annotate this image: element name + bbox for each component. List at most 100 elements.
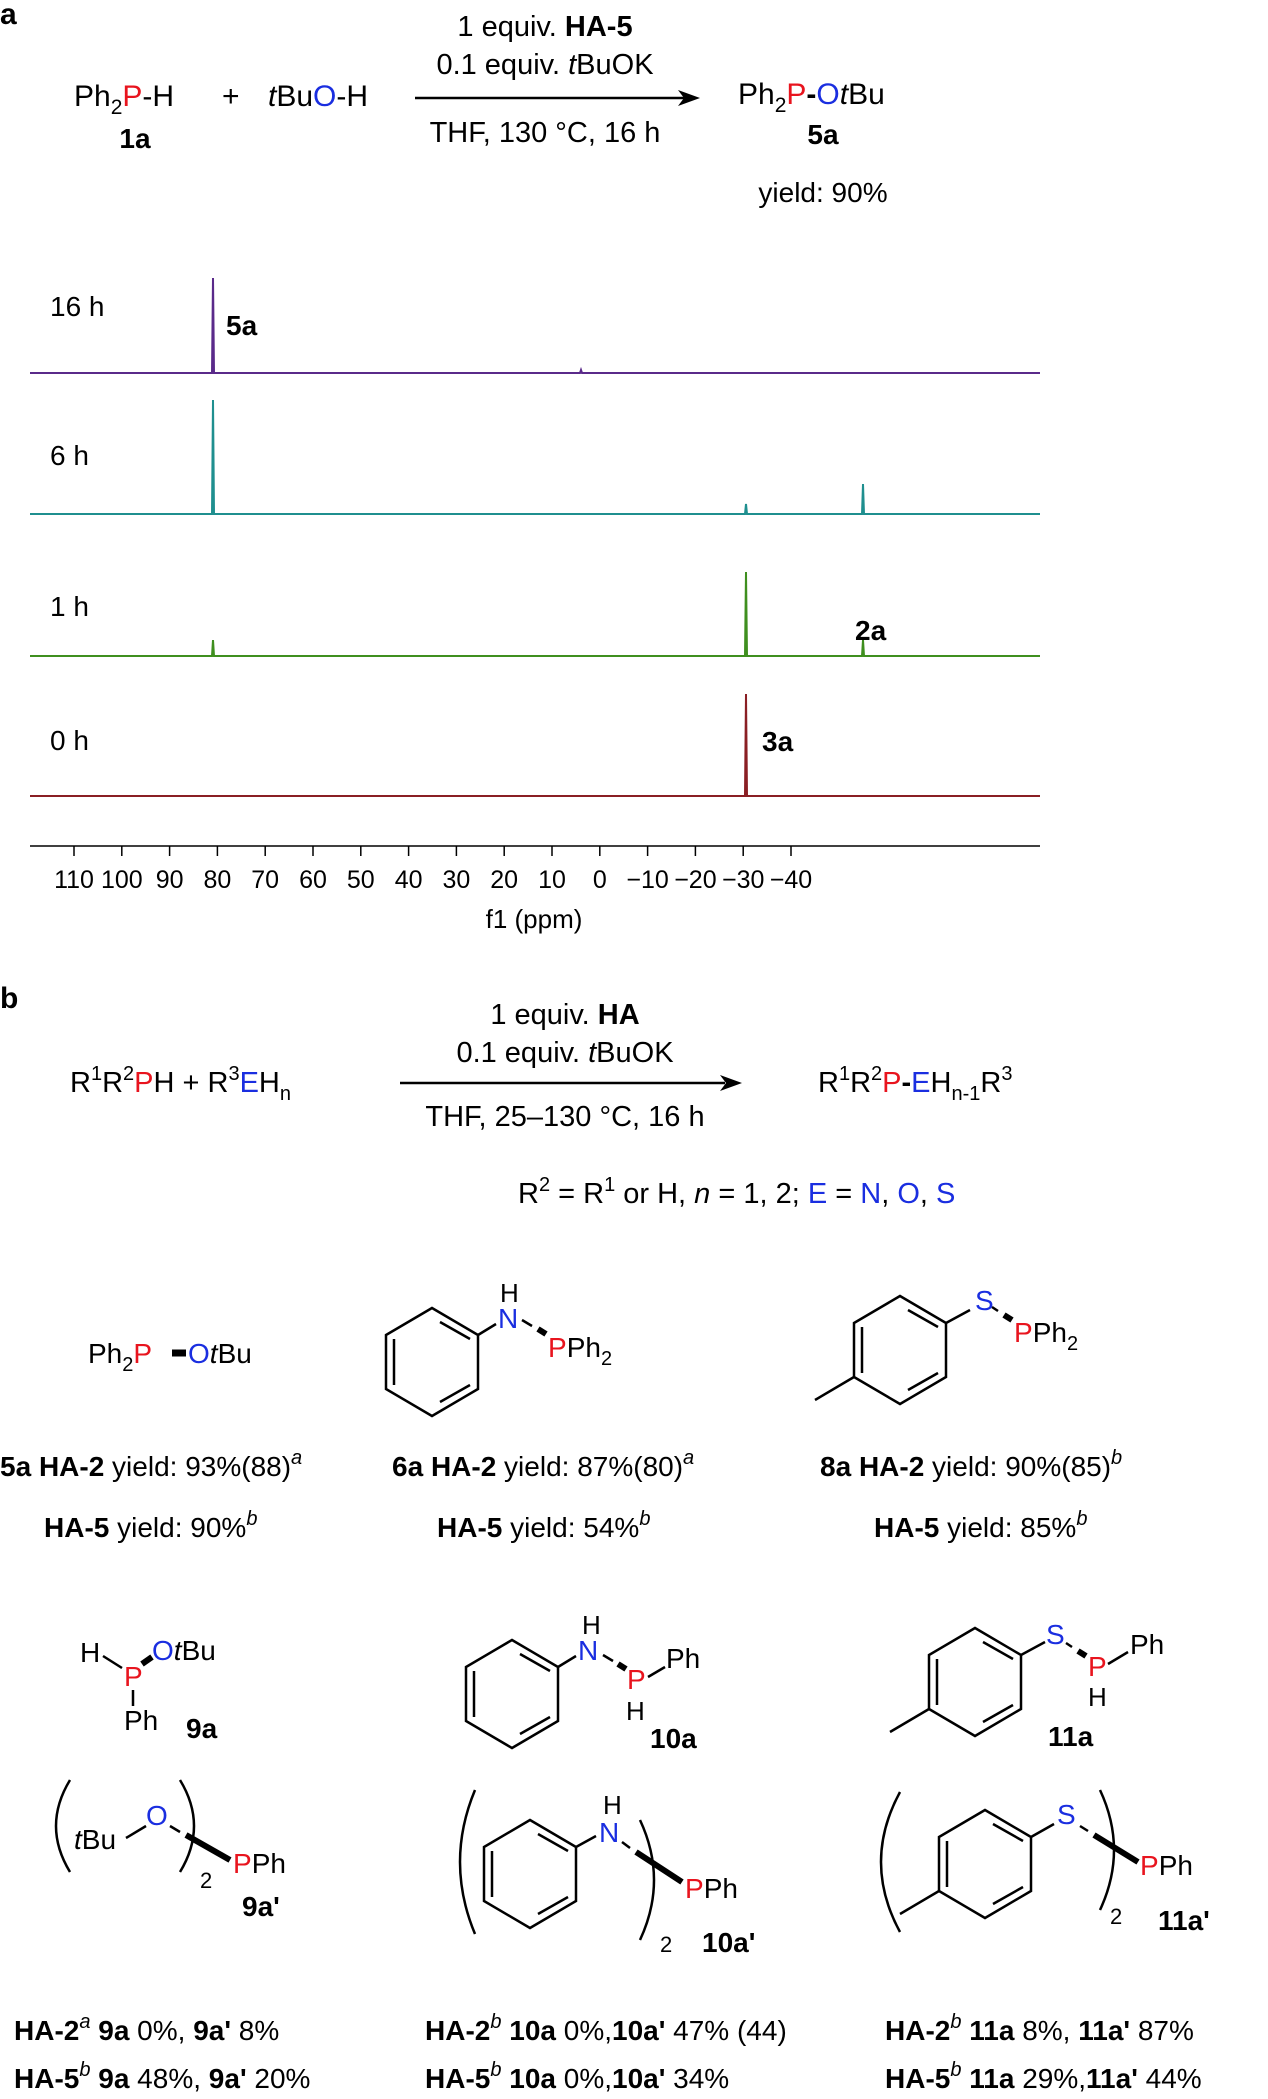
structure-9a-prime: tBu O PPh 2 9a'	[54, 1779, 286, 1922]
x-tick-label: 70	[251, 866, 279, 894]
svg-text:N: N	[498, 1303, 518, 1334]
yield-6a-ha2: 6a HA-2 yield: 87%(80)a	[392, 1447, 694, 1482]
x-tick-label: 30	[442, 866, 470, 894]
result-line: HA-2a 9a 0%, 9a' 8%	[14, 2011, 279, 2046]
x-tick-label: 10	[538, 866, 566, 894]
svg-text:O: O	[146, 1800, 168, 1831]
x-tick-label: −40	[770, 866, 812, 894]
condition-tbuok: 0.1 equiv. tBuOK	[436, 49, 654, 81]
peak-label-5a: 5a	[226, 310, 258, 341]
trace-0h	[30, 693, 1040, 797]
svg-text:PPh: PPh	[685, 1873, 738, 1904]
svg-text:10a': 10a'	[702, 1927, 755, 1958]
condition-ha: 1 equiv. HA	[490, 999, 639, 1031]
condition-thf-a: THF, 130 °C, 16 h	[430, 117, 661, 149]
x-tick-label: 40	[395, 866, 423, 894]
svg-text:2: 2	[660, 1932, 672, 1957]
svg-text:N: N	[578, 1635, 598, 1666]
svg-text:9a': 9a'	[242, 1891, 280, 1922]
x-tick-label: 20	[490, 866, 518, 894]
trace-time-1h: 1 h	[50, 591, 89, 622]
trace-time-16h: 16 h	[50, 291, 105, 322]
svg-text:S: S	[1057, 1799, 1076, 1830]
svg-text:H: H	[500, 1278, 519, 1308]
svg-text:H: H	[1088, 1682, 1107, 1712]
structure-9a: H P OtBu Ph 9a	[80, 1635, 218, 1744]
trace-time-0h: 0 h	[50, 725, 89, 756]
svg-text:Ph: Ph	[666, 1643, 700, 1674]
svg-text:P: P	[627, 1664, 646, 1695]
x-tick-label: 50	[347, 866, 375, 894]
svg-text:PPh2: PPh2	[548, 1332, 612, 1370]
structure-6a: H N PPh2	[384, 1278, 612, 1418]
yield-5a: yield: 90%	[758, 177, 887, 208]
svg-text:H: H	[626, 1696, 645, 1726]
svg-text:11a': 11a'	[1158, 1905, 1210, 1936]
yield-8a-ha2: 8a HA-2 yield: 90%(85)b	[820, 1447, 1122, 1482]
yield-6a-ha5: HA-5 yield: 54%b	[437, 1508, 650, 1543]
x-axis-label: f1 (ppm)	[486, 904, 583, 934]
compound-id-1a: 1a	[119, 123, 151, 154]
result-line: HA-2b 10a 0%,10a' 47% (44)	[425, 2011, 787, 2046]
trace-6h	[30, 399, 1040, 515]
peak-label-2a: 2a	[855, 615, 887, 646]
panel-a-label: a	[0, 0, 17, 31]
svg-text:Ph: Ph	[1130, 1629, 1164, 1660]
arrow-head-b	[720, 1075, 742, 1091]
svg-text:2: 2	[200, 1868, 212, 1893]
condition-thf-b: THF, 25–130 °C, 16 h	[425, 1101, 704, 1133]
x-tick-label: 0	[593, 866, 607, 894]
trace-16h	[30, 277, 1040, 374]
svg-text:H: H	[80, 1637, 100, 1668]
result-line: HA-5b 11a 29%,11a' 44%	[885, 2059, 1202, 2094]
results-table: HA-2a 9a 0%, 9a' 8% HA-5b 9a 48%, 9a' 20%…	[14, 2011, 1202, 2094]
svg-text:PPh: PPh	[233, 1848, 286, 1879]
structure-5a: Ph2P OtBu	[88, 1338, 252, 1376]
condition-definition: R2 = R1 or H, n = 1, 2; E = N, O, S	[518, 1174, 955, 1210]
trace-time-6h: 6 h	[50, 440, 89, 471]
general-reactants: R1R2PH + R3EHn	[70, 1063, 291, 1105]
svg-text:9a: 9a	[186, 1713, 218, 1744]
result-line: HA-5b 9a 48%, 9a' 20%	[14, 2059, 310, 2094]
svg-text:PPh2: PPh2	[1014, 1317, 1078, 1355]
x-tick-label: −30	[722, 866, 764, 894]
svg-text:11a: 11a	[1048, 1721, 1094, 1752]
reactant-ph2ph: Ph2P-H	[74, 80, 174, 119]
svg-text:P: P	[124, 1661, 143, 1692]
condition-ha5: 1 equiv. HA-5	[457, 11, 632, 43]
peak-label-3a: 3a	[762, 726, 794, 757]
general-product: R1R2P-EHn-1R3	[818, 1063, 1012, 1105]
result-line: HA-5b 10a 0%,10a' 34%	[425, 2059, 729, 2094]
svg-text:S: S	[1046, 1619, 1065, 1650]
structure-11a-prime: S PPh 2 11a'	[879, 1789, 1210, 1936]
svg-text:P: P	[1088, 1651, 1107, 1682]
svg-text:OtBu: OtBu	[188, 1338, 252, 1369]
yield-8a-ha5: HA-5 yield: 85%b	[874, 1508, 1087, 1543]
x-tick-label: 60	[299, 866, 327, 894]
svg-text:S: S	[975, 1285, 994, 1316]
plus-sign: +	[222, 80, 240, 113]
x-axis-ticks: 110 100 90 80 70 60 50 40 30 20 10 0 −10 −20 −30 −40	[54, 846, 812, 894]
yield-5a-ha5: HA-5 yield: 90%b	[44, 1508, 257, 1543]
svg-text:PPh: PPh	[1140, 1850, 1193, 1881]
structure-10a-prime: H N PPh 2 10a'	[458, 1789, 755, 1958]
reactant-tbuoh: tBuO-H	[268, 80, 368, 113]
product-5a: Ph2P-OtBu	[738, 78, 885, 117]
panel-b-label: b	[0, 982, 18, 1015]
result-line: HA-2b 11a 8%, 11a' 87%	[885, 2011, 1194, 2046]
condition-tbuok-b: 0.1 equiv. tBuOK	[456, 1037, 674, 1069]
svg-text:tBu: tBu	[74, 1824, 116, 1855]
x-tick-label: 90	[156, 866, 184, 894]
structure-11a: S P Ph H 11a	[889, 1619, 1164, 1752]
x-tick-label: 100	[101, 866, 143, 894]
svg-text:OtBu: OtBu	[152, 1635, 216, 1666]
yield-5a-ha2: 5a HA-2 yield: 93%(88)a	[0, 1447, 302, 1482]
nmr-spectra: 16 h 5a 6 h 1 h 2a 0 h 3a 110 100 90 80 70 60…	[30, 277, 1040, 934]
svg-text:Ph: Ph	[124, 1705, 158, 1736]
x-tick-label: 110	[54, 866, 94, 894]
svg-text:H: H	[582, 1610, 601, 1640]
arrow-head-a	[678, 90, 700, 106]
trace-1h	[30, 571, 1040, 657]
svg-text:10a: 10a	[650, 1723, 697, 1754]
